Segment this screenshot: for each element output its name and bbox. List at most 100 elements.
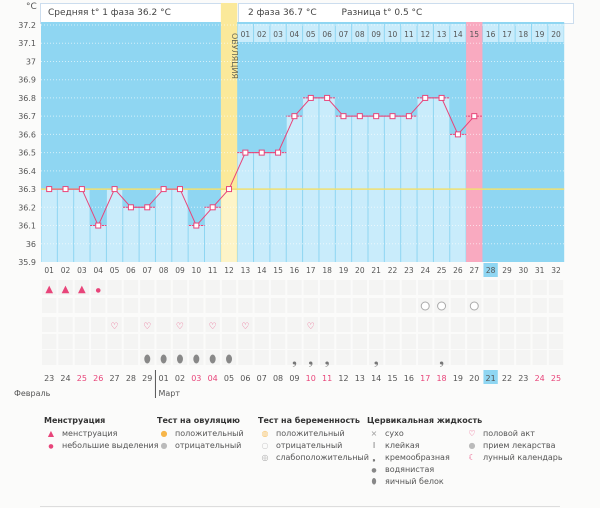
symptom-cell bbox=[42, 334, 57, 349]
symptom-cell bbox=[42, 298, 57, 313]
menstruation-icon: ▲ bbox=[62, 284, 70, 295]
symptom-cell bbox=[221, 280, 237, 295]
pill-icon: ● bbox=[468, 441, 476, 450]
post-ovulation-cell bbox=[466, 24, 482, 42]
symptom-cell bbox=[123, 317, 139, 332]
positive-test-icon: ◍ bbox=[261, 429, 269, 438]
symptom-cell bbox=[287, 350, 302, 365]
symptom-cell bbox=[319, 317, 335, 332]
unit-label: °C bbox=[26, 2, 37, 12]
symptom-cell bbox=[238, 317, 253, 332]
post-ovulation-cell bbox=[450, 24, 466, 42]
cycle-day-label: 09 bbox=[175, 266, 185, 275]
y-tick-label: 37.2 bbox=[18, 21, 36, 30]
temperature-point bbox=[95, 222, 102, 229]
cycle-day-label: 15 bbox=[273, 266, 283, 275]
calendar-date: 07 bbox=[257, 374, 267, 383]
symptom-cell bbox=[303, 317, 318, 332]
symptom-cell bbox=[270, 317, 286, 332]
post-ovulation-day: 16 bbox=[486, 30, 496, 39]
calendar-date: 26 bbox=[93, 374, 103, 383]
temperature-bar bbox=[417, 97, 433, 262]
post-ovulation-day: 06 bbox=[322, 30, 332, 39]
calendar-date: 27 bbox=[109, 374, 119, 383]
cycle-day-label: 02 bbox=[61, 266, 71, 275]
temperature-point bbox=[389, 113, 396, 120]
symptom-cell bbox=[156, 280, 171, 295]
temperature-point bbox=[127, 204, 134, 211]
symptom-cell bbox=[434, 280, 449, 295]
symptom-cell bbox=[254, 317, 269, 332]
bottom-divider bbox=[40, 506, 560, 507]
cycle-day-label: 31 bbox=[535, 266, 545, 275]
calendar-date: 23 bbox=[518, 374, 528, 383]
symptom-cell bbox=[401, 334, 417, 349]
temperature-bar bbox=[433, 97, 450, 262]
symptom-cell bbox=[58, 350, 73, 365]
symptom-cell bbox=[401, 317, 417, 332]
post-ovulation-cell bbox=[499, 24, 515, 42]
symptom-cell bbox=[74, 317, 90, 332]
symptom-cell bbox=[91, 298, 106, 313]
symptom-cell bbox=[303, 280, 318, 295]
symptom-cell bbox=[548, 298, 564, 313]
calendar-date: 05 bbox=[224, 374, 234, 383]
post-ovulation-day: 13 bbox=[437, 30, 447, 39]
symptom-cell bbox=[336, 350, 351, 365]
cycle-day-label: 29 bbox=[502, 266, 512, 275]
temperature-point bbox=[78, 186, 85, 193]
symptom-cell bbox=[107, 298, 122, 313]
cycle-day-label: 19 bbox=[339, 266, 349, 275]
symptom-cell bbox=[319, 280, 335, 295]
menstruation-icon: ▲ bbox=[78, 284, 86, 295]
symptom-cell bbox=[107, 317, 122, 332]
symptom-cell bbox=[450, 280, 466, 295]
y-tick-label: 36.6 bbox=[18, 130, 36, 139]
legend-item: яичный белок bbox=[385, 477, 444, 486]
symptom-cell bbox=[254, 334, 269, 349]
y-tick-label: 36.1 bbox=[18, 222, 36, 231]
cycle-day-label: 18 bbox=[322, 266, 332, 275]
legend-menstruation: Менструация ▲ менструация ● небольшие выде… bbox=[44, 416, 159, 452]
calendar-date: 13 bbox=[355, 374, 365, 383]
symptom-cell bbox=[385, 350, 400, 365]
symptom-cell bbox=[58, 298, 73, 313]
symptom-cell bbox=[516, 280, 531, 295]
symptom-cell bbox=[140, 317, 155, 332]
egg-white-icon bbox=[144, 354, 151, 364]
temperature-difference: Разница t° 0.5 °C bbox=[341, 8, 423, 18]
symptom-cell bbox=[336, 298, 351, 313]
temperature-point bbox=[373, 113, 380, 120]
temperature-point bbox=[176, 186, 183, 193]
symptom-cell bbox=[319, 298, 335, 313]
y-tick-label: 36.2 bbox=[18, 203, 36, 212]
temperature-point bbox=[209, 204, 216, 211]
symptom-cell bbox=[352, 280, 367, 295]
symptom-cell bbox=[483, 280, 498, 295]
pregnancy-test-negative-icon bbox=[469, 301, 479, 311]
legend-item: водянистая bbox=[385, 465, 435, 474]
symptom-cell bbox=[548, 334, 564, 349]
calendar-date: 23 bbox=[44, 374, 54, 383]
post-ovulation-day: 11 bbox=[404, 30, 414, 39]
symptom-cell bbox=[418, 317, 433, 332]
egg-white-icon bbox=[209, 354, 216, 364]
symptom-cell bbox=[303, 350, 318, 365]
calendar-date: 17 bbox=[420, 374, 430, 383]
post-ovulation-cell bbox=[433, 24, 450, 42]
calendar-date: 09 bbox=[289, 374, 299, 383]
cycle-day-label: 12 bbox=[224, 266, 234, 275]
temperature-point bbox=[258, 149, 265, 156]
temperature-point bbox=[62, 186, 69, 193]
legend-item: положительный bbox=[276, 429, 345, 438]
post-ovulation-cell bbox=[254, 24, 270, 42]
month-label-february: Февраль bbox=[14, 389, 51, 398]
symptom-cell bbox=[205, 334, 220, 349]
sticky-icon: I bbox=[372, 441, 376, 450]
symptom-cell bbox=[287, 298, 302, 313]
cycle-day-label: 26 bbox=[453, 266, 463, 275]
legend-title: Цервикальная жидкость bbox=[367, 416, 483, 425]
moon-icon: ☾ bbox=[468, 453, 476, 462]
heart-icon: ♡ bbox=[111, 322, 119, 332]
temperature-point bbox=[422, 94, 429, 101]
